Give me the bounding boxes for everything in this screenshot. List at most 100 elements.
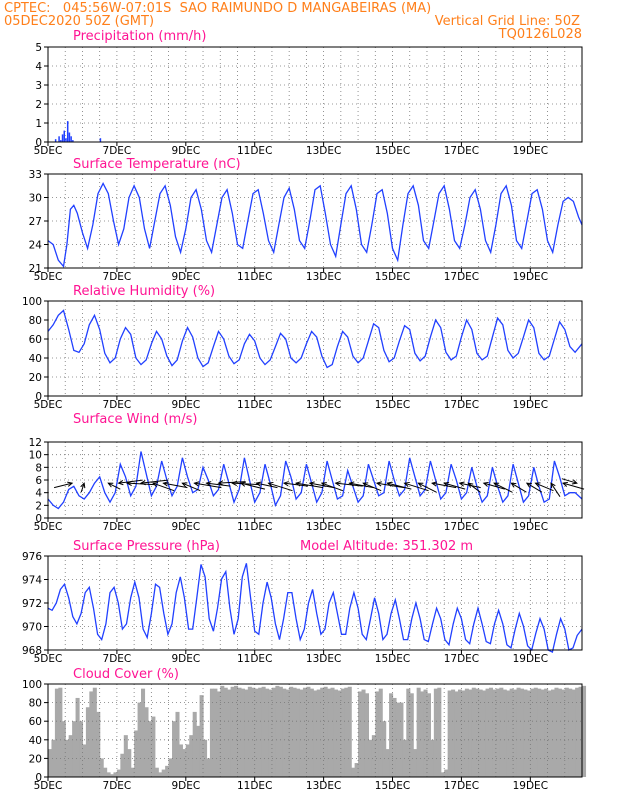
cloud-cover-bar [185, 744, 190, 777]
precipitation-bar [70, 136, 72, 142]
cloud-cover-bar [106, 772, 111, 777]
cloud-cover-bar [358, 691, 363, 777]
cloud-cover-bar [502, 689, 507, 777]
precipitation-ytick-label: 2 [35, 99, 42, 111]
wind-vector [193, 481, 222, 489]
wind-vector [126, 480, 155, 487]
cloud-cover-bar [561, 689, 566, 777]
wind-xtick-label: 19DEC [513, 521, 548, 533]
cloud-cover-bar [389, 693, 394, 777]
pressure-ytick-label: 968 [22, 645, 42, 657]
temperature-ytick-label: 33 [29, 169, 42, 181]
temperature-xtick-label: 19DEC [513, 271, 548, 283]
wind-vector [320, 482, 344, 492]
cloud-cover-bar [203, 739, 208, 777]
cloud-cover-bar [261, 686, 266, 777]
temperature-xtick-label: 7DEC [103, 271, 132, 283]
precipitation-bar [99, 138, 102, 142]
cloud-cover-bar [189, 735, 194, 777]
cloud-cover-bar [437, 687, 442, 777]
wind-title: Surface Wind (m/s) [73, 412, 197, 427]
wind-ytick-label: 0 [35, 513, 42, 525]
wind-vector [510, 482, 527, 493]
wind-xtick-label: 17DEC [444, 521, 479, 533]
cloud-cover-bar [475, 688, 480, 777]
wind-vector [348, 481, 374, 489]
cloud-cover-bar [564, 687, 569, 777]
precipitation-bar [65, 138, 67, 142]
cloud-cover-bar [440, 772, 445, 777]
cloud-cover-bar [309, 688, 314, 777]
wind-vector [231, 480, 260, 487]
cloud-cover-xtick-label: 7DEC [103, 780, 132, 792]
cloud-cover-bar [347, 686, 352, 777]
precipitation-frame [47, 46, 583, 143]
precipitation-bar [63, 130, 66, 142]
humidity-ytick-label: 0 [35, 391, 42, 403]
precipitation-xtick-label: 15DEC [375, 145, 410, 157]
wind-xtick-label: 7DEC [103, 521, 132, 533]
cloud-cover-bar [547, 690, 552, 777]
header-location: CPTEC: 045:56W-07:01S SAO RAIMUNDO D MAN… [4, 1, 431, 16]
humidity-frame [47, 300, 583, 397]
precipitation-bar [72, 140, 74, 142]
cloud-cover-bar [51, 739, 56, 777]
cloud-cover-bar [58, 687, 63, 777]
cloud-cover-bar [333, 689, 338, 777]
pressure-xtick-label: 17DEC [444, 653, 479, 665]
wind-ytick-label: 8 [35, 462, 42, 474]
cloud-cover-bar [61, 721, 66, 777]
cloud-cover-bar [409, 693, 414, 777]
precipitation-ytick-label: 5 [35, 42, 42, 54]
pressure-ytick-label: 976 [22, 551, 42, 563]
cloud-cover-bar [54, 688, 59, 777]
humidity-ytick-label: 60 [29, 334, 42, 346]
cloud-cover-bar [523, 689, 528, 777]
precipitation-bar [54, 139, 57, 142]
cloud-cover-ytick-label: 40 [29, 735, 42, 747]
cloud-cover-bar [168, 758, 173, 777]
temperature-xtick-label: 13DEC [306, 271, 341, 283]
wind-ytick-label: 4 [35, 488, 42, 500]
temperature-ytick-label: 21 [29, 263, 42, 275]
cloud-cover-bar [571, 689, 576, 777]
pressure-xtick-label: 9DEC [171, 653, 200, 665]
humidity-title: Relative Humidity (%) [73, 284, 215, 299]
wind-vector [162, 481, 188, 489]
humidity-xtick-label: 11DEC [237, 399, 272, 411]
pressure-panel: Surface Pressure (hPa) Model Altitude: 35… [22, 539, 583, 665]
cloud-cover-bar [533, 687, 538, 777]
wind-vector [493, 482, 513, 493]
cloud-cover-bar [340, 688, 345, 777]
pressure-annotation: Model Altitude: 351.302 m [300, 539, 473, 554]
wind-vector [80, 482, 86, 493]
pressure-series-line [47, 563, 583, 654]
cloud-cover-bar [451, 689, 456, 777]
temperature-ytick-label: 27 [29, 216, 42, 228]
cloud-cover-ytick-label: 100 [22, 679, 42, 691]
wind-vector [267, 481, 293, 492]
cloud-cover-bar [544, 688, 549, 777]
cloud-cover-bar [554, 687, 559, 777]
cloud-cover-bar [223, 687, 228, 777]
pressure-xtick-label: 11DEC [237, 653, 272, 665]
cloud-cover-bar [234, 685, 239, 777]
cloud-cover-bar [92, 687, 97, 777]
cloud-cover-bar [178, 744, 183, 777]
wind-vector [431, 481, 457, 489]
cloud-cover-bar [110, 774, 115, 777]
wind-vector [107, 482, 121, 490]
cloud-cover-bar [582, 685, 587, 777]
cloud-cover-panel: Cloud Cover (%) 0 20 40 60 80 100 5DEC 7DEC 9DEC 1… [22, 667, 587, 792]
pressure-xtick-label: 7DEC [103, 653, 132, 665]
wind-vector [139, 479, 169, 486]
cloud-cover-bar [130, 767, 135, 777]
pressure-ytick-label: 970 [22, 622, 42, 634]
humidity-xtick-label: 5DEC [34, 399, 63, 411]
wind-vector [217, 480, 246, 486]
wind-vector [362, 482, 382, 492]
temperature-series-line [47, 181, 583, 268]
cloud-cover-bar [161, 769, 166, 777]
